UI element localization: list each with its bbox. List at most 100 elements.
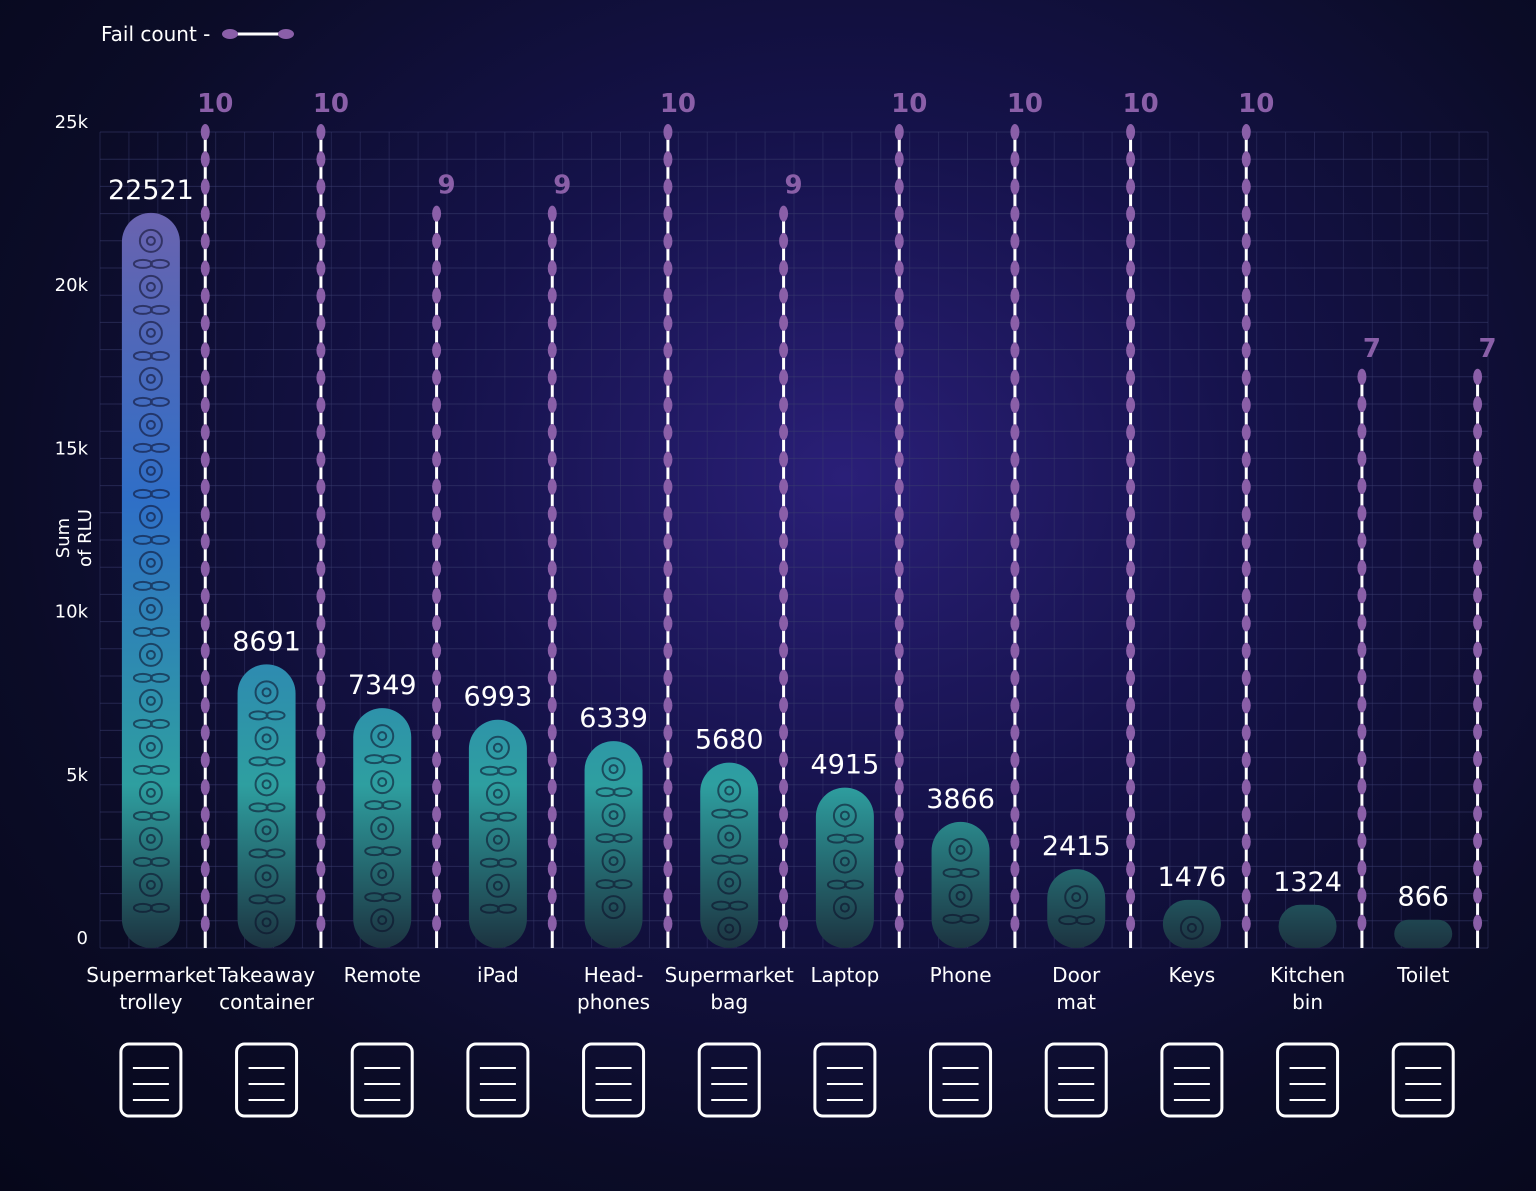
fail-count-dot (1357, 860, 1367, 877)
bacteria-icon (138, 550, 163, 575)
bar (468, 719, 527, 948)
fail-count-dot (1010, 233, 1020, 250)
fail-count-label: 9 (553, 171, 571, 201)
toilet-icon (1391, 1042, 1455, 1118)
fail-count-dot (1357, 887, 1367, 904)
bar-value-label: 4915 (811, 750, 880, 781)
fail-count-dot (1357, 532, 1367, 549)
fail-count-dot (1010, 642, 1020, 659)
fail-count-dot (316, 833, 326, 850)
bacteria-icon (485, 827, 510, 852)
fail-count-dot (316, 751, 326, 768)
fail-count-dot (547, 369, 557, 386)
fail-count-dot (1241, 833, 1251, 850)
bacteria-icon (832, 895, 857, 920)
fail-count-dot (200, 451, 210, 468)
fail-count-dot (432, 232, 442, 249)
fail-count-dot (779, 778, 789, 795)
shopping-bags-icon (697, 1042, 761, 1118)
fail-count-dot (1241, 233, 1251, 250)
category-label: Phone (930, 963, 992, 987)
fail-count-dot (1010, 888, 1020, 905)
fail-count-dot (663, 533, 673, 550)
bacteria-icon (717, 824, 742, 849)
bar-value-label: 6339 (579, 703, 648, 734)
fail-count-dot (779, 451, 789, 468)
bacteria-decoration (942, 837, 980, 924)
fail-count-dot (663, 260, 673, 277)
grid (99, 131, 1489, 949)
fail-count-dot (316, 642, 326, 659)
fail-count-dot (1126, 315, 1136, 332)
fail-count-dot (1241, 506, 1251, 523)
laptop-icon (813, 1042, 877, 1118)
fail-count-dot (1126, 205, 1136, 222)
bar-value-label: 8691 (232, 626, 301, 657)
fail-count-dot (779, 915, 789, 932)
fail-count-dot (1241, 260, 1251, 277)
fail-count-dot (200, 178, 210, 195)
fail-count-dot (1473, 805, 1483, 822)
fail-count-dot (1241, 915, 1251, 932)
fail-count-dot (316, 697, 326, 714)
fail-count-dot (1473, 478, 1483, 494)
legend-fail-count-swatch (220, 28, 296, 40)
bar-value-label: 1324 (1273, 867, 1342, 898)
fail-count-dot (894, 915, 904, 932)
fail-count-dot (432, 314, 442, 331)
bacteria-icon (948, 883, 973, 908)
fail-count-dot (663, 424, 673, 441)
fail-count-dot (1126, 369, 1136, 386)
bacteria-icon (138, 872, 163, 897)
fail-count-dot (663, 915, 673, 932)
fail-count-dot (663, 588, 673, 605)
fail-count-dot (316, 178, 326, 195)
fail-count-dot (200, 397, 210, 413)
fail-count-dot (200, 670, 210, 686)
fail-count-dot (316, 915, 326, 932)
fail-count-dot (1357, 396, 1367, 413)
fail-count-dot (894, 369, 904, 386)
fail-count-dot (316, 724, 326, 741)
fail-count-dot (894, 260, 904, 277)
fail-count-dot (1357, 696, 1367, 713)
bacteria-decoration (826, 803, 864, 920)
fail-count-dot (663, 861, 673, 878)
fail-count-label: 10 (1238, 89, 1274, 119)
fail-count-dot (432, 697, 442, 713)
fail-count-dot (1241, 124, 1251, 140)
fail-count-dot (894, 315, 904, 332)
fail-count-dot (894, 233, 904, 250)
fail-count-dot (1241, 779, 1251, 796)
fail-count-dot (779, 724, 789, 741)
fail-count-dot (1126, 506, 1136, 523)
fail-count-dot (316, 233, 326, 250)
fail-count-dot (1126, 233, 1136, 250)
bacteria-icon (254, 910, 279, 935)
fail-count-dot (1010, 178, 1020, 195)
fail-count-dot (894, 751, 904, 768)
fail-count-dot (779, 751, 789, 768)
fail-count-dot (1241, 451, 1251, 468)
fail-count-dot (547, 478, 557, 495)
fail-count-dot (779, 314, 789, 331)
fail-count-dot (316, 315, 326, 332)
bacteria-icon (138, 504, 163, 529)
fail-count-dot (1010, 424, 1020, 441)
bar-value-label: 866 (1397, 882, 1449, 913)
fail-count-dot (316, 151, 326, 168)
fail-count-dot (1241, 751, 1251, 768)
fail-count-dot (200, 642, 210, 659)
bacteria-decoration (711, 778, 749, 941)
fail-count-dot (894, 724, 904, 741)
fail-count-dot (1010, 369, 1020, 386)
fail-count-dot (200, 315, 210, 332)
bacteria-icon (485, 735, 510, 760)
fail-count-label: 9 (785, 171, 803, 201)
fail-count-dot (894, 451, 904, 468)
fail-count-dot (1126, 397, 1136, 413)
category-label: Door mat (1052, 963, 1101, 1014)
fail-count-dot (1241, 315, 1251, 332)
fail-count-dot (779, 615, 789, 632)
bacteria-decoration (1058, 885, 1096, 926)
